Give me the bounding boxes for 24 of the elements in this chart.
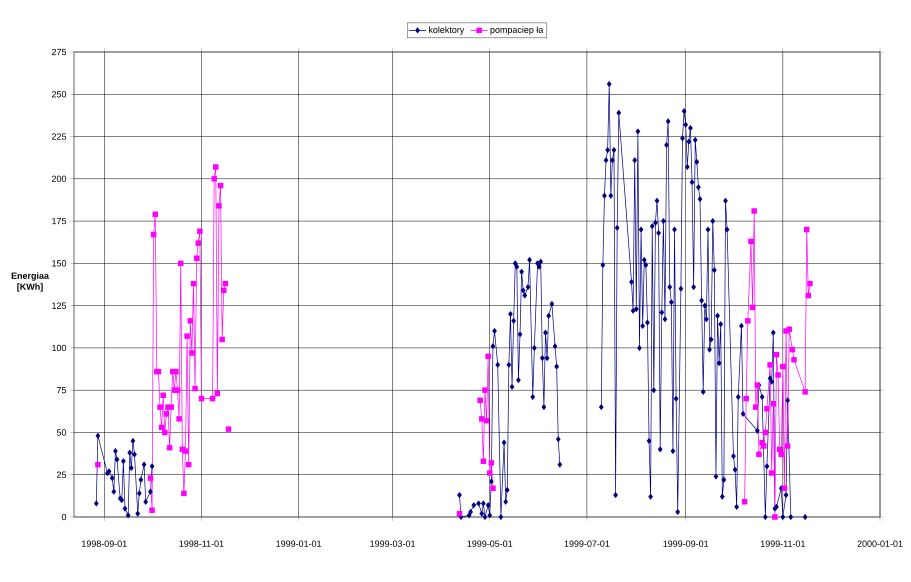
y-tick-label: 25 bbox=[56, 472, 66, 478]
x-tick-label: 1999-03-01 bbox=[370, 540, 416, 547]
y-tick-label: 50 bbox=[56, 429, 66, 436]
x-tick-label: 1999-11-01 bbox=[760, 540, 805, 547]
legend-label: pompaciep ła bbox=[490, 26, 544, 35]
y-tick-label: 100 bbox=[52, 344, 66, 352]
x-tick-label: 1999-07-01 bbox=[564, 540, 610, 547]
legend-label: kolektory bbox=[429, 26, 464, 35]
x-tick-label: 1999-01-01 bbox=[276, 540, 322, 547]
y-tick-label: 125 bbox=[52, 302, 66, 309]
y-tick-label: 150 bbox=[52, 260, 66, 267]
y-tick-label: 175 bbox=[52, 218, 66, 224]
y-tick-label: 225 bbox=[52, 133, 66, 140]
y-tick-label: 275 bbox=[52, 48, 66, 56]
y-tick-label: 250 bbox=[52, 91, 66, 98]
x-tick-label: 1999-05-01 bbox=[468, 540, 512, 547]
y-tick-label: 75 bbox=[56, 387, 66, 394]
y-axis-title: Energiaa [KWh] bbox=[12, 272, 49, 292]
x-tick-label: 1998-11-01 bbox=[180, 540, 224, 547]
x-tick-label: 2000-01-01 bbox=[858, 540, 902, 547]
y-tick-label: 200 bbox=[52, 176, 66, 182]
x-tick-label: 1998-09-01 bbox=[82, 540, 127, 547]
y-tick-label: 0 bbox=[62, 514, 66, 520]
x-tick-label: 1999-09-01 bbox=[663, 540, 708, 547]
